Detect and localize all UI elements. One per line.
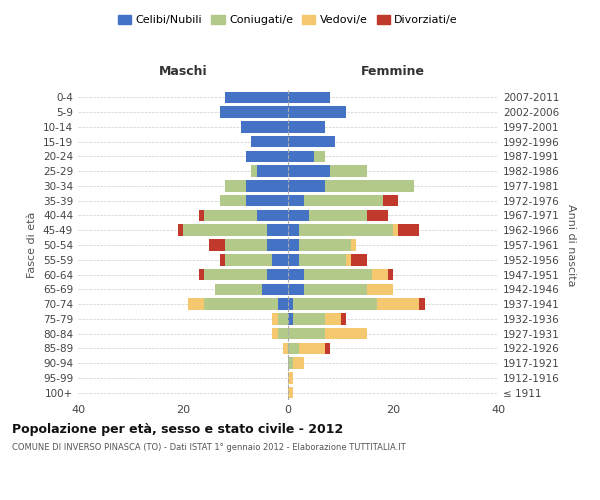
Bar — [341, 313, 346, 324]
Bar — [267, 224, 288, 236]
Bar — [304, 269, 372, 280]
Bar — [246, 180, 288, 192]
Bar — [293, 358, 304, 369]
Bar — [241, 121, 288, 132]
Bar — [277, 313, 288, 324]
Bar — [288, 284, 304, 295]
Bar — [267, 239, 288, 251]
Bar — [199, 210, 204, 221]
Bar — [225, 254, 272, 266]
Bar — [351, 239, 356, 251]
Bar — [388, 269, 393, 280]
Bar — [220, 195, 246, 206]
Bar — [325, 313, 341, 324]
Bar — [299, 239, 351, 251]
Bar — [199, 269, 204, 280]
Bar — [251, 166, 257, 177]
Bar — [293, 298, 377, 310]
Bar — [204, 210, 257, 221]
Bar — [325, 342, 330, 354]
Bar — [325, 180, 414, 192]
Bar — [288, 195, 304, 206]
Bar — [251, 136, 288, 147]
Bar — [204, 269, 267, 280]
Bar — [220, 106, 288, 118]
Bar — [209, 239, 225, 251]
Bar — [225, 239, 267, 251]
Bar — [288, 254, 299, 266]
Text: Maschi: Maschi — [158, 65, 208, 78]
Bar — [346, 254, 351, 266]
Bar — [215, 284, 262, 295]
Bar — [372, 269, 388, 280]
Bar — [304, 195, 383, 206]
Y-axis label: Anni di nascita: Anni di nascita — [566, 204, 576, 286]
Y-axis label: Fasce di età: Fasce di età — [28, 212, 37, 278]
Bar — [288, 180, 325, 192]
Bar — [288, 239, 299, 251]
Bar — [330, 166, 367, 177]
Bar — [299, 254, 346, 266]
Bar — [257, 210, 288, 221]
Bar — [419, 298, 425, 310]
Bar — [288, 224, 299, 236]
Bar — [246, 195, 288, 206]
Bar — [288, 106, 346, 118]
Bar — [288, 92, 330, 103]
Bar — [367, 284, 393, 295]
Bar — [304, 284, 367, 295]
Bar — [288, 166, 330, 177]
Bar — [351, 254, 367, 266]
Bar — [267, 269, 288, 280]
Bar — [288, 298, 293, 310]
Bar — [288, 328, 325, 340]
Bar — [367, 210, 388, 221]
Bar — [309, 210, 367, 221]
Bar — [225, 92, 288, 103]
Bar — [288, 150, 314, 162]
Bar — [299, 342, 325, 354]
Bar — [288, 136, 335, 147]
Bar — [393, 224, 398, 236]
Bar — [272, 254, 288, 266]
Bar — [277, 328, 288, 340]
Bar — [288, 358, 293, 369]
Bar — [288, 372, 293, 384]
Bar — [277, 298, 288, 310]
Text: Femmine: Femmine — [361, 65, 425, 78]
Bar — [377, 298, 419, 310]
Bar — [225, 180, 246, 192]
Bar — [220, 254, 225, 266]
Bar — [288, 269, 304, 280]
Bar — [293, 313, 325, 324]
Legend: Celibi/Nubili, Coniugati/e, Vedovi/e, Divorziati/e: Celibi/Nubili, Coniugati/e, Vedovi/e, Di… — [113, 10, 463, 30]
Bar — [288, 121, 325, 132]
Bar — [299, 224, 393, 236]
Text: Popolazione per età, sesso e stato civile - 2012: Popolazione per età, sesso e stato civil… — [12, 422, 343, 436]
Bar — [246, 150, 288, 162]
Bar — [314, 150, 325, 162]
Bar — [262, 284, 288, 295]
Bar — [288, 387, 293, 398]
Bar — [257, 166, 288, 177]
Bar — [288, 342, 299, 354]
Bar — [288, 313, 293, 324]
Bar — [272, 328, 277, 340]
Bar — [383, 195, 398, 206]
Bar — [183, 224, 267, 236]
Bar — [288, 210, 309, 221]
Bar — [325, 328, 367, 340]
Bar — [283, 342, 288, 354]
Bar — [204, 298, 277, 310]
Bar — [398, 224, 419, 236]
Bar — [272, 313, 277, 324]
Text: COMUNE DI INVERSO PINASCA (TO) - Dati ISTAT 1° gennaio 2012 - Elaborazione TUTTI: COMUNE DI INVERSO PINASCA (TO) - Dati IS… — [12, 442, 406, 452]
Bar — [188, 298, 204, 310]
Bar — [178, 224, 183, 236]
